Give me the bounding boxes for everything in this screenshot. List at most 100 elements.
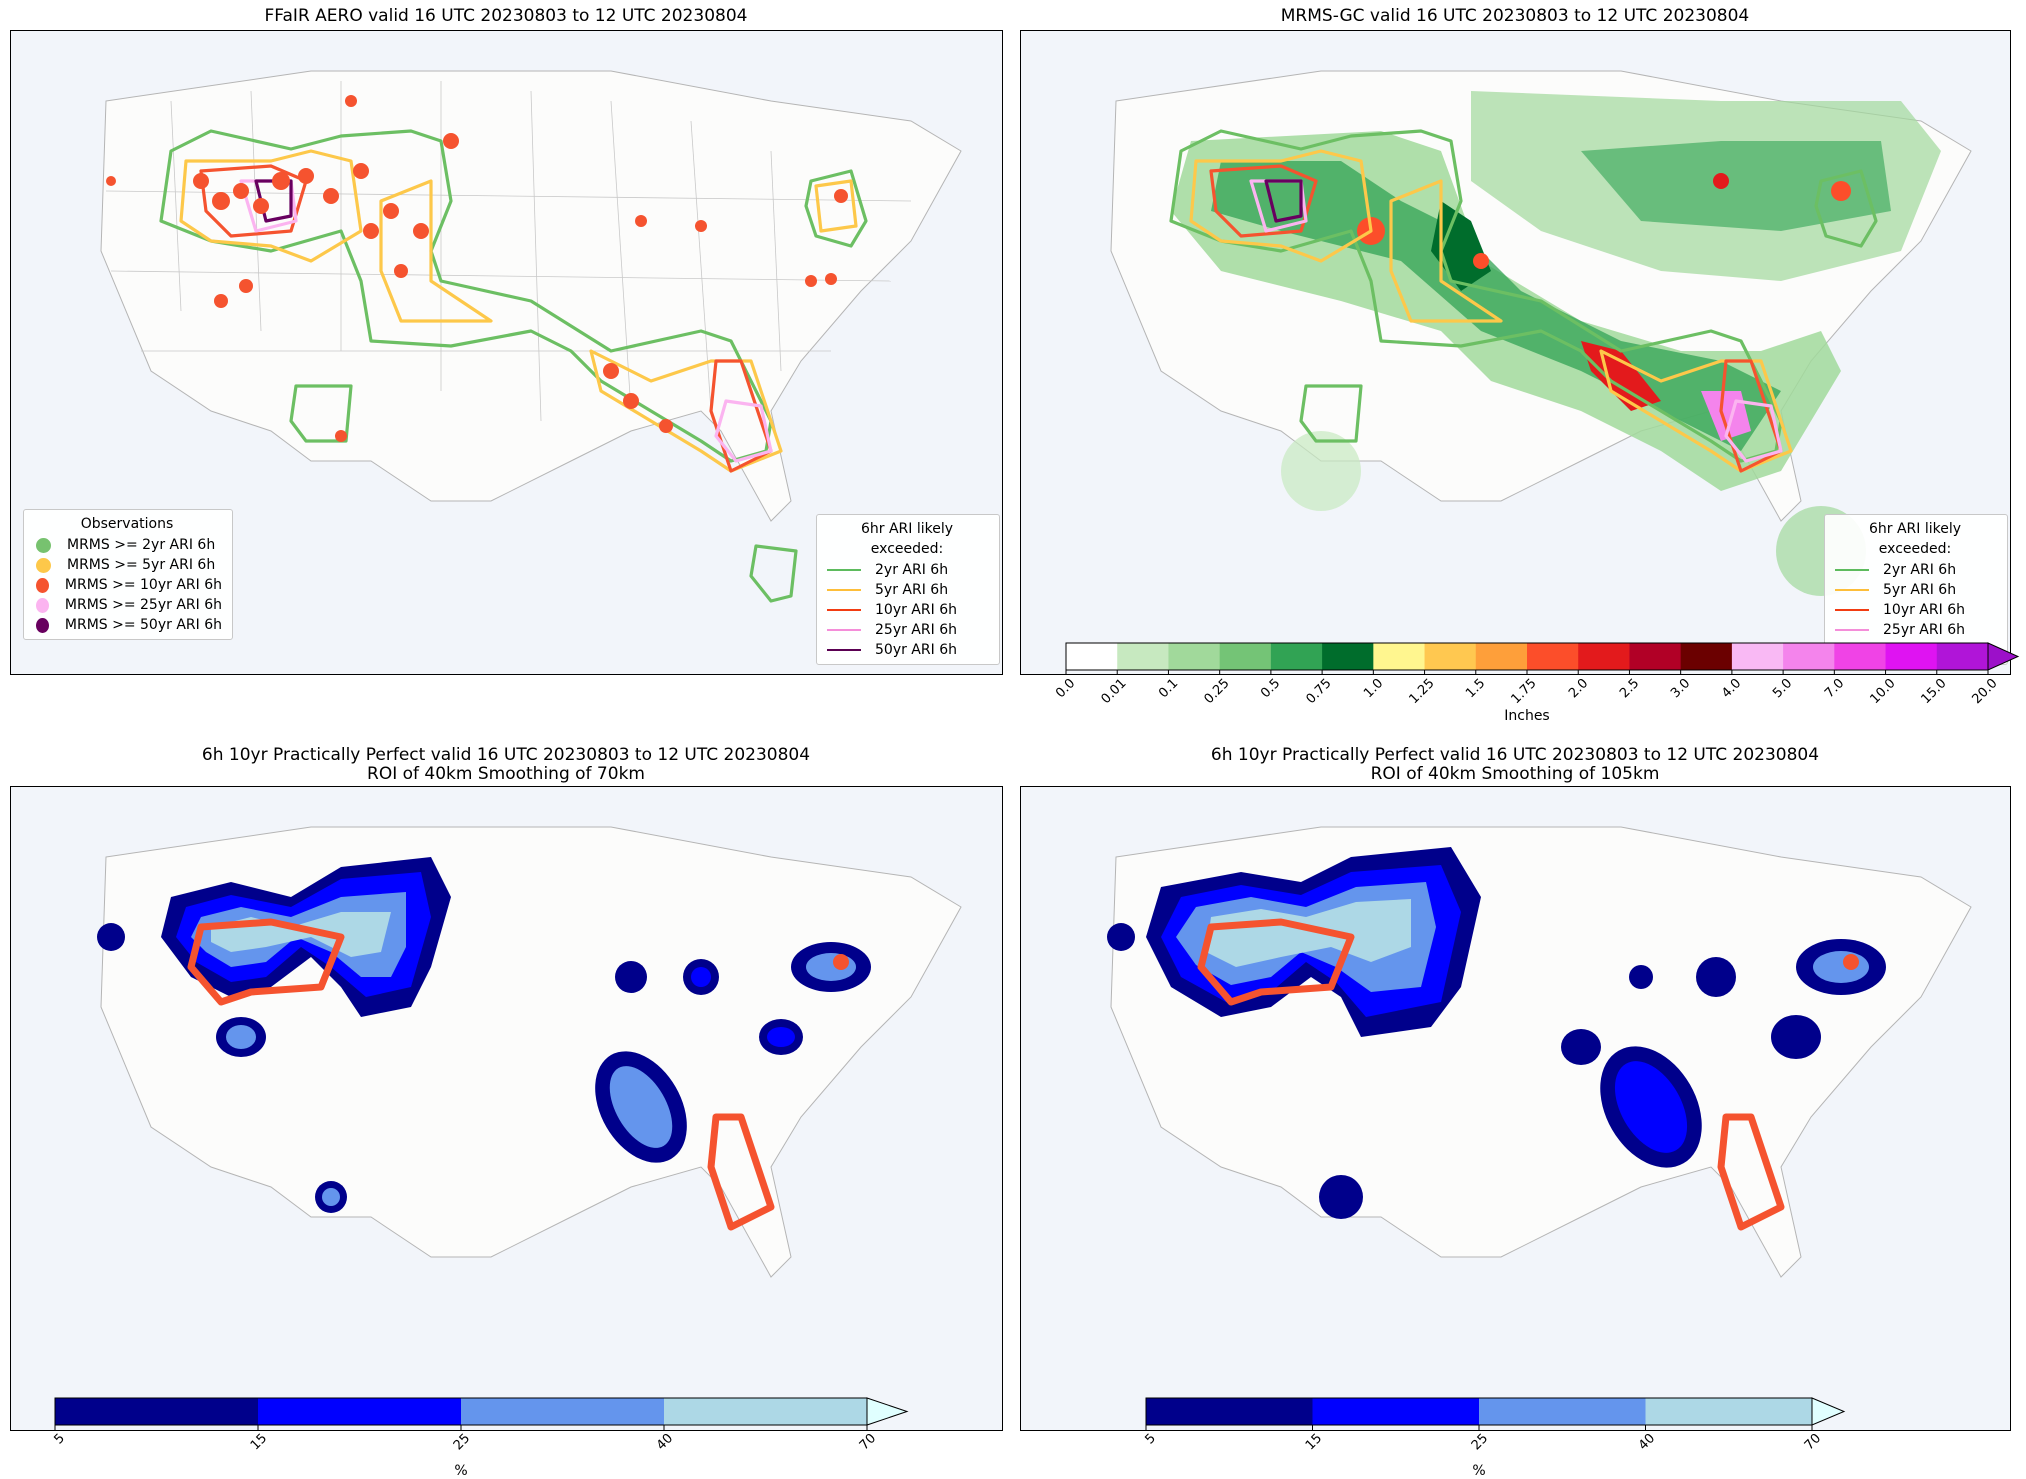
mrms-contours xyxy=(1169,129,1878,473)
obs-legend-item: MRMS >= 5yr ARI 6h xyxy=(32,555,222,575)
legend-line xyxy=(1835,629,1869,631)
colorbar-tick-label: 1.25 xyxy=(1406,676,1438,708)
colorbar-tick-label: 4.0 xyxy=(1719,676,1745,702)
legend-label: 5yr ARI 6h xyxy=(1883,582,1957,598)
legend-marker xyxy=(36,617,49,633)
colorbar-tick-label: 0.75 xyxy=(1303,676,1335,708)
colorbar-tick-label: 2.5 xyxy=(1616,676,1643,702)
legend-marker xyxy=(36,537,51,553)
contour-2yr-sw xyxy=(289,384,353,443)
map-panel-ffair: Observations MRMS >= 2yr ARI 6h MRMS >= … xyxy=(10,30,1003,675)
colorbar-tick-label: 5 xyxy=(51,1431,68,1448)
colorbar-tick-label: 15.0 xyxy=(1918,676,1950,708)
legend-label: 2yr ARI 6h xyxy=(875,562,949,578)
obs-legend-item: MRMS >= 50yr ARI 6h xyxy=(32,615,222,635)
10yr-outline xyxy=(187,918,849,1231)
legend-line xyxy=(827,609,861,611)
panel-4-title: 6h 10yr Practically Perfect valid 16 UTC… xyxy=(1020,746,2010,784)
obs-legend-item: MRMS >= 10yr ARI 6h xyxy=(32,575,222,595)
colorbar-tick-label: 2.0 xyxy=(1565,676,1591,702)
us-landmass xyxy=(100,70,962,522)
ari-legend-item: 5yr ARI 6h xyxy=(1833,580,1997,600)
probability-field xyxy=(1107,847,1886,1219)
contour-2yr-fl xyxy=(749,544,798,603)
legend-line xyxy=(827,649,861,651)
colorbar-label: % xyxy=(1472,1463,1486,1479)
colorbar-tick-label: 0.0 xyxy=(1053,676,1079,702)
contour-10yr-west xyxy=(199,164,308,238)
panel-1-title: FFaIR AERO valid 16 UTC 20230803 to 12 U… xyxy=(264,6,748,26)
colorbar-tick-label: 40 xyxy=(1635,1431,1659,1454)
colorbar-tick-label: 10.0 xyxy=(1867,676,1899,708)
legend-label: 25yr ARI 6h xyxy=(1883,622,1965,638)
ari-legend-title: 6hr ARI likely exceeded: xyxy=(1868,521,1962,557)
colorbar-tick-label: 1.75 xyxy=(1508,676,1540,708)
colorbar-tick-label: 3.0 xyxy=(1668,676,1694,702)
legend-line xyxy=(1835,569,1869,571)
legend-line xyxy=(1835,609,1869,611)
colorbar-tick-label: 5 xyxy=(1142,1431,1159,1448)
colorbar-tick-label: 20.0 xyxy=(1969,676,2001,708)
legend-label: MRMS >= 50yr ARI 6h xyxy=(64,617,222,633)
legend-label: 50yr ARI 6h xyxy=(875,642,957,658)
map-panel-mrms: 6hr ARI likely exceeded: 2yr ARI 6h 5yr … xyxy=(1020,30,2011,675)
legend-line xyxy=(827,569,861,571)
ari-legend-item: 5yr ARI 6h xyxy=(825,580,989,600)
legend-label: MRMS >= 25yr ARI 6h xyxy=(64,597,222,613)
legend-label: MRMS >= 5yr ARI 6h xyxy=(67,557,216,573)
ari-legend-panel-1: 6hr ARI likely exceeded: 2yr ARI 6h 5yr … xyxy=(816,514,1000,665)
ari-legend-title: 6hr ARI likely exceeded: xyxy=(860,521,954,557)
colorbar-tick-label: 0.5 xyxy=(1258,676,1284,702)
obs-legend-item: MRMS >= 2yr ARI 6h xyxy=(32,535,222,555)
colorbar-tick-label: 0.1 xyxy=(1155,676,1182,702)
obs-legend-item: MRMS >= 25yr ARI 6h xyxy=(32,595,222,615)
ari-legend-panel-2: 6hr ARI likely exceeded: 2yr ARI 6h 5yr … xyxy=(1824,514,2008,665)
colorbar-tick-label: 0.25 xyxy=(1201,676,1233,708)
panel-3-title-line2: ROI of 40km Smoothing of 70km xyxy=(367,764,645,784)
legend-marker xyxy=(36,557,51,573)
panel-4-title-line2: ROI of 40km Smoothing of 105km xyxy=(1370,764,1660,784)
colorbar-tick-label: 5.0 xyxy=(1770,676,1796,702)
colorbar-tick-label: 0.01 xyxy=(1098,676,1130,708)
map-panel-pp-105km xyxy=(1020,786,2011,1431)
colorbar-tick-label: 1.5 xyxy=(1463,676,1489,702)
map-pp-70km xyxy=(97,826,962,1278)
colorbar-tick-label: 1.0 xyxy=(1360,676,1386,702)
colorbar-label: Inches xyxy=(1504,708,1550,724)
legend-label: 2yr ARI 6h xyxy=(1883,562,1957,578)
ari-legend-item: 25yr ARI 6h xyxy=(1833,620,1997,640)
legend-line xyxy=(827,629,861,631)
colorbar-tick-label: 40 xyxy=(654,1431,677,1454)
legend-label: 50yr ARI 6h xyxy=(1883,642,1965,658)
legend-marker xyxy=(36,577,49,593)
colorbar-tick-label: 25 xyxy=(1469,1431,1492,1454)
legend-line xyxy=(1835,649,1869,651)
contour-10yr-south xyxy=(709,359,773,473)
observations-legend-title: Observations xyxy=(80,516,174,532)
panel-2-title: MRMS-GC valid 16 UTC 20230803 to 12 UTC … xyxy=(1280,6,1750,26)
panel-3-title-line1: 6h 10yr Practically Perfect valid 16 UTC… xyxy=(201,745,811,765)
ari-legend-item: 50yr ARI 6h xyxy=(825,640,989,660)
observations-legend: Observations MRMS >= 2yr ARI 6h MRMS >= … xyxy=(23,509,233,640)
panel-4-title-line1: 6h 10yr Practically Perfect valid 16 UTC… xyxy=(1210,745,1820,765)
map-ffair xyxy=(100,70,962,603)
10yr-outline xyxy=(1197,918,1859,1231)
colorbar-tick-label: 7.0 xyxy=(1821,676,1847,702)
colorbar-tick-label: 70 xyxy=(1802,1431,1825,1454)
legend-marker xyxy=(36,597,49,613)
colorbar-tick-label: 70 xyxy=(857,1431,880,1454)
legend-label: MRMS >= 2yr ARI 6h xyxy=(67,537,216,553)
map-panel-pp-70km xyxy=(10,786,1003,1431)
contour-5yr-ne xyxy=(814,179,858,233)
legend-line xyxy=(827,589,861,591)
contour-2yr-ne xyxy=(804,169,868,248)
precip-field xyxy=(1171,91,1941,596)
legend-label: 5yr ARI 6h xyxy=(875,582,949,598)
ffair-contours xyxy=(159,129,868,603)
legend-label: 10yr ARI 6h xyxy=(875,602,957,618)
legend-label: 25yr ARI 6h xyxy=(875,622,957,638)
map-pp-105km xyxy=(1107,826,1972,1278)
panel-3-title: 6h 10yr Practically Perfect valid 16 UTC… xyxy=(10,746,1002,784)
contour-5yr-west xyxy=(179,149,363,263)
map-mrms xyxy=(1110,70,1972,596)
